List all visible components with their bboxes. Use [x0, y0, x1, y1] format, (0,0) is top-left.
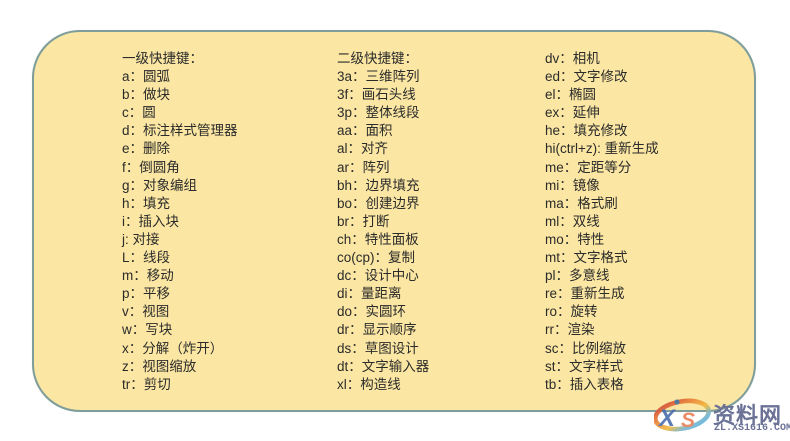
svg-text:X: X	[657, 405, 677, 432]
svg-text:S: S	[681, 409, 695, 432]
